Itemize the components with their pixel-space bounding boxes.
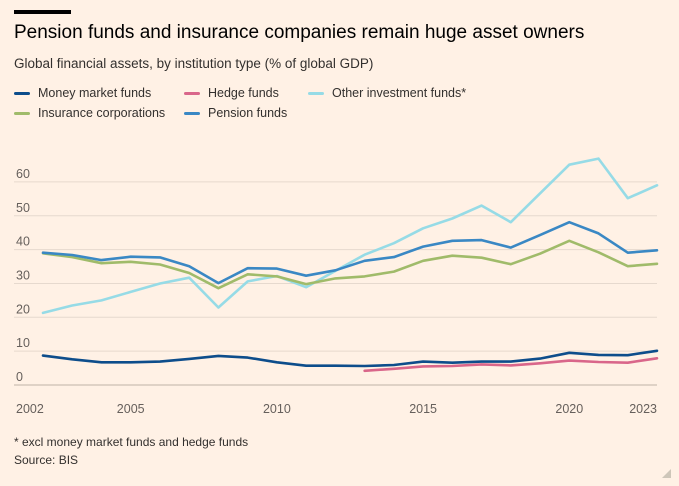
- x-tick-label-2010: 2010: [263, 402, 291, 416]
- y-axis-tick-labels: 0 10 20 30 40 50 60: [16, 167, 30, 384]
- legend-item-hedge-funds: Hedge funds: [184, 86, 279, 100]
- x-tick-label-2005: 2005: [117, 402, 145, 416]
- chart-subtitle: Global financial assets, by institution …: [14, 56, 374, 71]
- legend-label-insurance-corporations: Insurance corporations: [38, 106, 166, 120]
- x-tick-label-2002: 2002: [16, 402, 44, 416]
- legend-label-pension-funds: Pension funds: [208, 106, 288, 120]
- series-line-insurance-corporations: [41, 239, 659, 290]
- x-tick-label-2020: 2020: [555, 402, 583, 416]
- legend-label-hedge-funds: Hedge funds: [208, 86, 279, 100]
- x-axis-tick-labels: 2002 2005 2010 2015 2020 2023: [16, 402, 657, 416]
- x-tick-label-2023: 2023: [629, 402, 657, 416]
- resize-corner-icon: [662, 469, 671, 478]
- x-tick-label-2015: 2015: [409, 402, 437, 416]
- legend-item-insurance-corporations: Insurance corporations: [14, 106, 165, 120]
- series-line-other-investment-funds: [41, 157, 659, 315]
- source-note: Source: BIS: [14, 453, 79, 467]
- legend-swatch-money-market-funds: [14, 91, 30, 95]
- y-tick-label-10: 10: [16, 336, 30, 350]
- footnote: * excl money market funds and hedge fund…: [14, 435, 249, 449]
- legend-item-other-investment-funds: Other investment funds*: [308, 86, 466, 100]
- legend-label-money-market-funds: Money market funds: [38, 86, 152, 100]
- chart-title: Pension funds and insurance companies re…: [14, 22, 585, 43]
- legend-swatch-pension-funds: [184, 111, 200, 115]
- series-lines: [41, 157, 659, 373]
- y-tick-label-20: 20: [16, 302, 30, 316]
- y-tick-label-50: 50: [16, 201, 30, 215]
- brand-bar: [14, 10, 71, 14]
- legend-swatch-other-investment-funds: [308, 91, 324, 95]
- y-tick-label-60: 60: [16, 167, 30, 181]
- series-line-pension-funds: [41, 220, 659, 285]
- legend-item-money-market-funds: Money market funds: [14, 86, 151, 100]
- legend-item-pension-funds: Pension funds: [184, 106, 287, 120]
- legend-swatch-insurance-corporations: [14, 111, 30, 115]
- legend-label-other-investment-funds: Other investment funds*: [332, 86, 467, 100]
- series-line-money-market-funds: [41, 349, 659, 368]
- y-tick-label-40: 40: [16, 235, 30, 249]
- legend-swatch-hedge-funds: [184, 91, 200, 95]
- series-line-hedge-funds: [363, 356, 659, 373]
- y-tick-label-30: 30: [16, 268, 30, 282]
- y-tick-label-0: 0: [16, 370, 23, 384]
- gridlines: [14, 181, 657, 386]
